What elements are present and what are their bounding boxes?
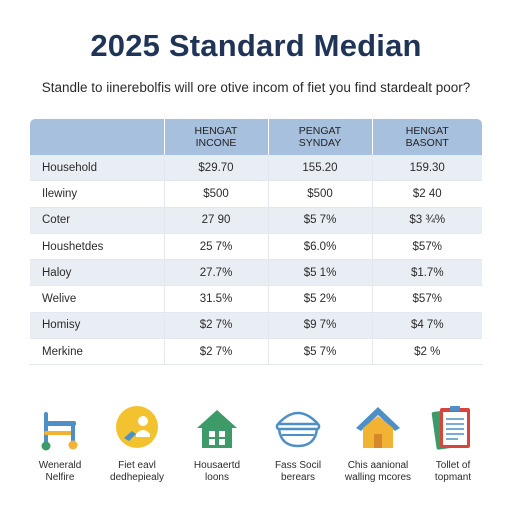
table-row: Household $29.70 155.20 159.30: [30, 155, 482, 182]
table-cell: $5 7%: [267, 338, 372, 366]
table-cell: 155.20: [267, 155, 372, 182]
table-cell: $3 ¾%: [371, 207, 482, 234]
icon-label: Wenerald Nelfire: [15, 460, 105, 484]
table-cell: 31.5%: [163, 285, 268, 313]
icon-label-line: dedhepiealy: [110, 472, 164, 483]
icon-label-line: Chis aanional: [347, 460, 409, 471]
table-cell: $5 7%: [267, 207, 372, 234]
table-row: Merkine $2 7% $5 7% $2 %: [30, 338, 482, 366]
icon-label-line: loons: [205, 472, 229, 483]
header-line: INCONE: [195, 137, 237, 149]
median-table: HENGAT INCONE PENGAT SYNDAY HENGAT BASON…: [30, 119, 482, 366]
table-cell: $2 7%: [163, 312, 268, 340]
icon-label: Fiet eavl dedhepiealy: [92, 460, 182, 484]
support-icon: [112, 404, 162, 454]
table-cell: 25 7%: [163, 233, 268, 261]
table-row: Haloy 27.7% $5 1% $1.7%: [30, 259, 482, 287]
table-cell: $29.70: [163, 155, 268, 182]
table-row: Houshetdes 25 7% $6.0% $57%: [30, 233, 482, 261]
icon-label-line: Wenerald: [38, 460, 82, 471]
table-cell: $9 7%: [267, 312, 372, 340]
table-cell: $5 1%: [267, 259, 372, 287]
page-title: 2025 Standard Median: [90, 28, 422, 63]
table-cell: $2 %: [371, 338, 482, 366]
table-row: Ilewiny $500 $500 $2 40: [30, 180, 482, 208]
icon-label-line: topmant: [434, 472, 472, 483]
table-cell: $5 2%: [267, 285, 372, 313]
icon-label: Tollet of topmant: [408, 460, 498, 484]
header-line: PENGAT: [298, 125, 342, 137]
clipboard-icon: [428, 404, 478, 454]
table-cell: 27.7%: [163, 259, 268, 287]
table-cell: 27 90: [163, 207, 268, 234]
home-icon: [353, 404, 403, 454]
icon-item-support: Fiet eavl dedhepiealy: [92, 404, 182, 484]
icon-item-home: Chis aanional walling mcores: [333, 404, 423, 484]
table-cell: $4 7%: [371, 312, 482, 340]
table-header-income: HENGAT INCONE: [163, 119, 268, 155]
table-row: Coter 27 90 $5 7% $3 ¾%: [30, 207, 482, 234]
icon-item-clipboard: Tollet of topmant: [408, 404, 498, 484]
row-label: Coter: [30, 207, 164, 234]
row-label: Household: [30, 155, 164, 182]
table-row: Welive 31.5% $5 2% $57%: [30, 285, 482, 313]
page-subtitle: Standle to iinerebolfis will ore otive i…: [41, 80, 471, 95]
row-label: Welive: [30, 285, 164, 313]
icon-label-line: Tollet of: [435, 460, 471, 471]
row-label: Homisy: [30, 312, 164, 340]
row-label: Haloy: [30, 259, 164, 287]
icon-label: Housaertd loons: [172, 460, 262, 484]
header-line: SYNDAY: [298, 137, 342, 149]
table-cell: $2 7%: [163, 338, 268, 366]
icon-item-bowl: Fass Socil berears: [253, 404, 343, 484]
icon-label-line: Fass Socil: [274, 460, 322, 471]
header-line: HENGAT: [405, 125, 449, 137]
header-line: BASONT: [405, 137, 449, 149]
bowl-icon: [273, 404, 323, 454]
median-table-container: HENGAT INCONE PENGAT SYNDAY HENGAT BASON…: [30, 119, 482, 366]
table-cell: $1.7%: [371, 259, 482, 287]
icon-label-line: Nelfire: [45, 472, 75, 483]
table-header-basont: HENGAT BASONT: [371, 119, 482, 155]
table-header-blank: [30, 119, 164, 155]
icon-item-house: Housaertd loons: [172, 404, 262, 484]
table-cell: $57%: [371, 233, 482, 261]
header-line: HENGAT: [194, 125, 238, 137]
table-header-synday: PENGAT SYNDAY: [267, 119, 372, 155]
row-label: Merkine: [30, 338, 164, 366]
icon-item-walker: Wenerald Nelfire: [15, 404, 105, 484]
table-header-row: HENGAT INCONE PENGAT SYNDAY HENGAT BASON…: [30, 119, 482, 155]
table-cell: 159.30: [371, 155, 482, 182]
table-row: Homisy $2 7% $9 7% $4 7%: [30, 312, 482, 340]
icon-label-line: berears: [281, 472, 315, 483]
icon-row: Wenerald Nelfire Fiet eavl dedhepiealy: [0, 404, 512, 504]
table-cell: $2 40: [371, 180, 482, 208]
icon-label: Chis aanional walling mcores: [333, 460, 423, 484]
house-icon: [192, 404, 242, 454]
icon-label-line: Fiet eavl: [118, 460, 156, 471]
table-cell: $57%: [371, 285, 482, 313]
icon-label-line: Housaertd: [193, 460, 241, 471]
icon-label-line: walling mcores: [344, 472, 412, 483]
icon-label: Fass Socil berears: [253, 460, 343, 484]
table-cell: $500: [267, 180, 372, 208]
row-label: Ilewiny: [30, 180, 164, 208]
table-cell: $500: [163, 180, 268, 208]
table-cell: $6.0%: [267, 233, 372, 261]
row-label: Houshetdes: [30, 233, 164, 261]
walker-icon: [35, 404, 85, 454]
